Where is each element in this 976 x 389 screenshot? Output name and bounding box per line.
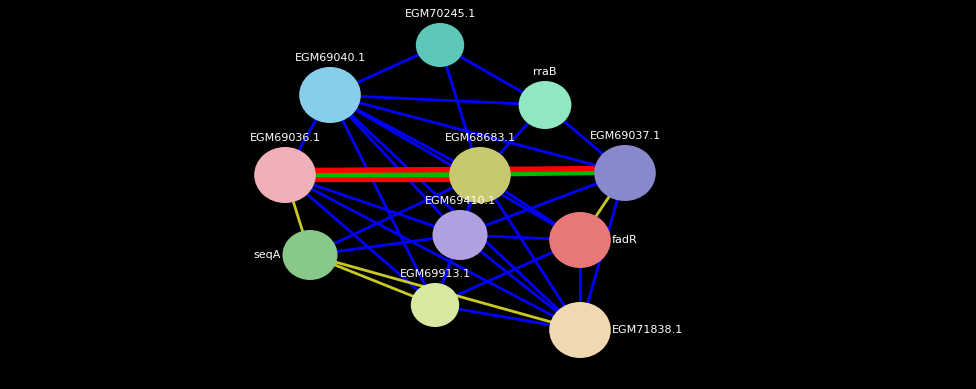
Text: EGM69037.1: EGM69037.1 — [590, 131, 661, 141]
Text: EGM69913.1: EGM69913.1 — [399, 269, 470, 279]
Ellipse shape — [518, 81, 571, 129]
Ellipse shape — [411, 283, 459, 327]
Text: EGM70245.1: EGM70245.1 — [404, 9, 475, 19]
Ellipse shape — [549, 302, 611, 358]
Text: rraB: rraB — [533, 67, 556, 77]
Ellipse shape — [594, 145, 656, 201]
Ellipse shape — [282, 230, 338, 280]
Ellipse shape — [254, 147, 316, 203]
Text: EGM71838.1: EGM71838.1 — [612, 325, 683, 335]
Ellipse shape — [549, 212, 611, 268]
Ellipse shape — [449, 147, 510, 203]
Ellipse shape — [432, 210, 487, 260]
Text: EGM68683.1: EGM68683.1 — [444, 133, 515, 143]
Text: fadR: fadR — [612, 235, 637, 245]
Text: EGM69040.1: EGM69040.1 — [295, 53, 366, 63]
Text: seqA: seqA — [254, 250, 281, 260]
Text: EGM69036.1: EGM69036.1 — [250, 133, 320, 143]
Text: EGM69410.1: EGM69410.1 — [425, 196, 496, 206]
Ellipse shape — [416, 23, 465, 67]
Ellipse shape — [300, 67, 361, 123]
